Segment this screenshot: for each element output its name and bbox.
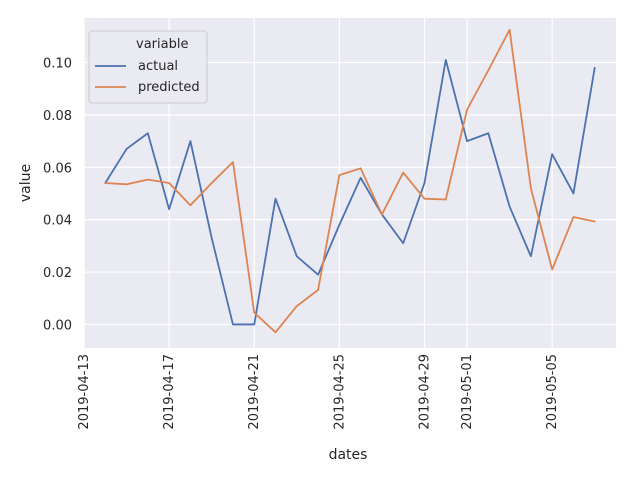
y-tick-label: 0.10 [43,57,72,72]
series-line-actual [104,59,596,326]
y-tick-label: 0.04 [43,214,72,229]
series-line-predicted [104,28,596,334]
y-axis-label: value [18,164,34,202]
y-tick-label: 0.08 [43,109,72,124]
y-tick-label: 0.02 [43,266,72,281]
series-lines [104,28,596,334]
x-tick-label: 2019-04-21 [247,354,262,430]
legend-box [88,30,208,104]
x-axis-label: dates [329,447,368,463]
tick-labels: 0.00 0.02 0.04 0.06 0.08 0.10 2019-04-13 2019-0… [43,57,560,430]
x-tick-label: 2019-04-29 [417,354,432,430]
x-tick-label: 2019-05-05 [545,354,560,430]
legend-title: variable [136,37,188,52]
x-tick-label: 2019-04-25 [332,354,347,430]
legend: variable actual predicted [88,30,208,104]
legend-label-actual: actual [138,59,178,74]
y-tick-label: 0.06 [43,161,72,176]
legend-label-predicted: predicted [138,80,200,95]
x-tick-label: 2019-05-01 [460,354,475,430]
y-tick-label: 0.00 [43,318,72,333]
x-tick-label: 2019-04-17 [162,354,177,430]
x-tick-label: 2019-04-13 [77,354,92,430]
